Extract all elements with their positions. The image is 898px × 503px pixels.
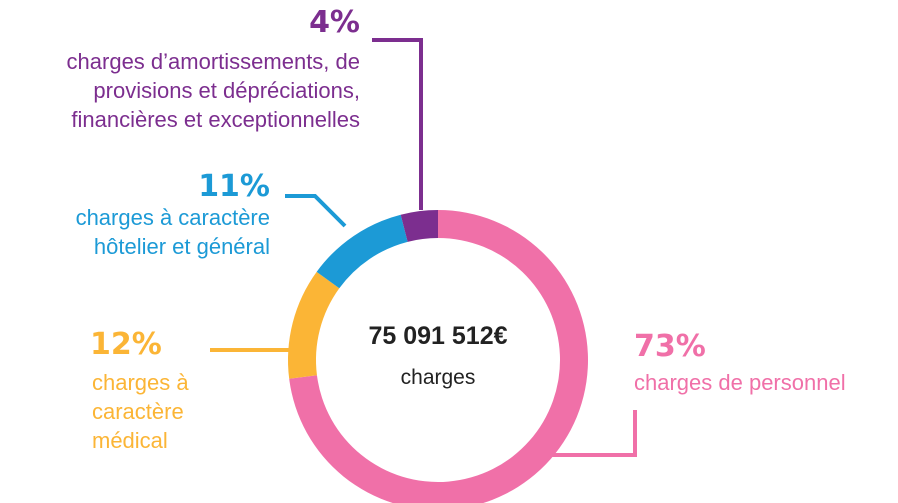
percent-label: 73% [634,329,706,364]
category-label: charges de personnel [634,370,846,395]
category-label: charges à caractère médical [92,370,189,453]
center-label: charges [400,366,476,389]
leader-line [285,194,347,228]
donut-slice [400,210,438,242]
category-label: charges d’amortissements, de provisions … [66,49,360,132]
category-label: charges à caractère hôtelier et général [75,205,270,259]
percent-label: 12% [90,327,162,362]
leader-line [372,38,423,210]
percent-label: 11% [198,169,270,204]
donut-slice [288,271,340,379]
leader-line [550,410,637,457]
center-value: 75 091 512€ [368,322,508,350]
donut-slice [316,214,408,289]
percent-label: 4% [309,5,360,40]
